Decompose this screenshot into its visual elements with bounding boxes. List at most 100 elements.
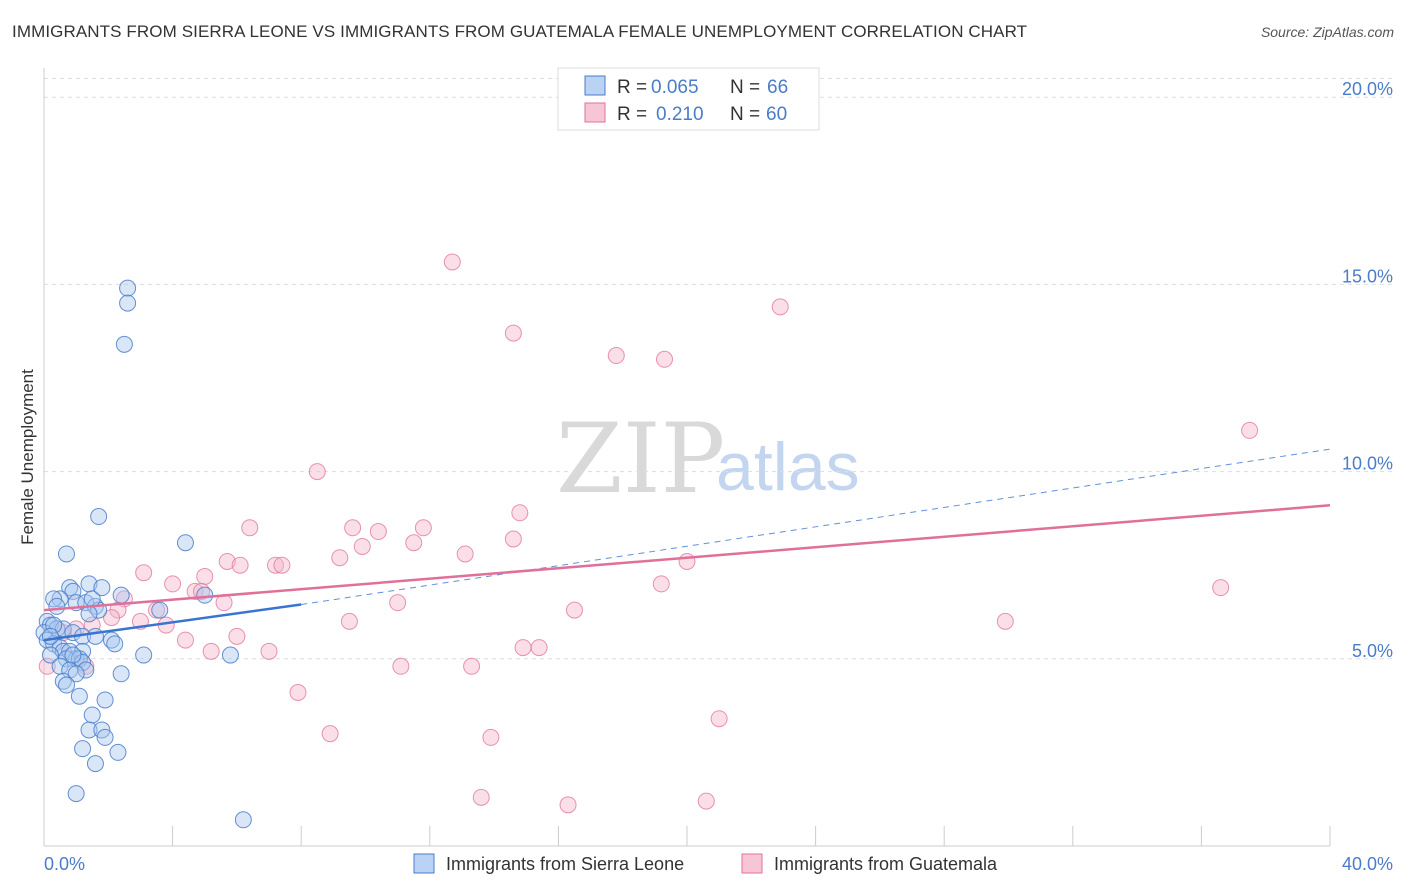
series-sierra-leone-points bbox=[35, 279, 252, 829]
point-guatemala bbox=[456, 545, 474, 563]
point-guatemala bbox=[273, 556, 291, 574]
point-guatemala bbox=[164, 575, 182, 593]
point-guatemala bbox=[996, 612, 1014, 630]
stats-legend: R = 0.065 N = 66 R = 0.210 N = 60 bbox=[557, 67, 820, 131]
point-sierra-leone bbox=[74, 740, 92, 758]
point-guatemala bbox=[511, 504, 529, 522]
point-sierra-leone bbox=[112, 665, 130, 683]
point-sierra-leone bbox=[67, 665, 85, 683]
point-sierra-leone bbox=[119, 279, 137, 297]
point-guatemala bbox=[321, 725, 339, 743]
watermark-zip: ZIP bbox=[556, 403, 725, 515]
point-sierra-leone bbox=[221, 646, 239, 664]
point-sierra-leone bbox=[176, 534, 194, 552]
y-tick-label-20: 20.0% bbox=[1342, 79, 1393, 99]
series-legend: Immigrants from Sierra Leone Immigrants … bbox=[413, 853, 998, 874]
point-sierra-leone bbox=[93, 579, 111, 597]
point-sierra-leone bbox=[80, 721, 98, 739]
series-guatemala-points bbox=[38, 253, 1259, 814]
point-sierra-leone bbox=[115, 335, 133, 353]
point-sierra-leone bbox=[96, 728, 114, 746]
point-guatemala bbox=[1212, 579, 1230, 597]
y-tick-label-5: 5.0% bbox=[1352, 641, 1393, 661]
point-guatemala bbox=[652, 575, 670, 593]
point-guatemala bbox=[472, 788, 490, 806]
point-guatemala bbox=[38, 657, 56, 675]
point-guatemala bbox=[771, 298, 789, 316]
point-sierra-leone bbox=[64, 646, 82, 664]
point-guatemala bbox=[392, 657, 410, 675]
point-guatemala bbox=[228, 627, 246, 645]
gridlines bbox=[44, 78, 1393, 660]
bottom-legend-label-guatemala: Immigrants from Guatemala bbox=[774, 854, 998, 874]
point-sierra-leone bbox=[70, 687, 88, 705]
point-sierra-leone bbox=[67, 785, 85, 803]
point-guatemala bbox=[308, 463, 326, 481]
point-sierra-leone bbox=[151, 601, 169, 619]
point-sierra-leone bbox=[83, 706, 101, 724]
point-guatemala bbox=[607, 347, 625, 365]
point-guatemala bbox=[186, 582, 204, 600]
point-sierra-leone bbox=[64, 582, 82, 600]
chart-title: IMMIGRANTS FROM SIERRA LEONE VS IMMIGRAN… bbox=[12, 22, 1028, 41]
watermark: ZIP atlas bbox=[556, 403, 860, 515]
legend-n-value-2: 60 bbox=[766, 104, 787, 125]
bottom-legend-label-sierra-leone: Immigrants from Sierra Leone bbox=[446, 854, 684, 874]
point-guatemala bbox=[369, 523, 387, 541]
source-label: Source: ZipAtlas.com bbox=[1260, 24, 1394, 40]
point-sierra-leone bbox=[196, 586, 214, 604]
point-sierra-leone bbox=[48, 597, 66, 615]
point-guatemala bbox=[482, 728, 500, 746]
point-guatemala bbox=[504, 324, 522, 342]
point-sierra-leone bbox=[119, 294, 137, 312]
point-guatemala bbox=[710, 710, 728, 728]
trend-line-sierra-leone-extension bbox=[301, 448, 1331, 606]
point-guatemala bbox=[176, 631, 194, 649]
point-sierra-leone bbox=[234, 811, 252, 829]
point-sierra-leone bbox=[58, 676, 76, 694]
point-guatemala bbox=[266, 556, 284, 574]
trend-lines bbox=[43, 448, 1331, 642]
trend-line-sierra-leone bbox=[43, 603, 302, 642]
point-sierra-leone bbox=[77, 661, 95, 679]
y-axis-label: Female Unemployment bbox=[18, 369, 37, 545]
point-sierra-leone bbox=[135, 646, 153, 664]
point-guatemala bbox=[697, 792, 715, 810]
point-guatemala bbox=[443, 253, 461, 271]
point-sierra-leone bbox=[41, 627, 59, 645]
point-sierra-leone bbox=[106, 635, 124, 653]
point-guatemala bbox=[231, 556, 249, 574]
bottom-legend-swatch-sierra-leone bbox=[413, 853, 435, 874]
trend-line-guatemala bbox=[43, 504, 1331, 612]
y-tick-label-10: 10.0% bbox=[1342, 454, 1393, 474]
point-sierra-leone bbox=[80, 605, 98, 623]
point-guatemala bbox=[559, 796, 577, 814]
point-guatemala bbox=[218, 552, 236, 570]
point-guatemala bbox=[344, 519, 362, 537]
point-guatemala bbox=[331, 549, 349, 567]
point-guatemala bbox=[530, 639, 548, 657]
point-sierra-leone bbox=[86, 627, 104, 645]
point-guatemala bbox=[463, 657, 481, 675]
legend-r-value-2: 0.210 bbox=[656, 104, 704, 125]
x-axis-ticks bbox=[43, 826, 1331, 846]
legend-n-value-1: 66 bbox=[767, 77, 788, 98]
point-guatemala bbox=[289, 684, 307, 701]
bottom-legend-swatch-guatemala bbox=[741, 853, 763, 874]
point-sierra-leone bbox=[112, 586, 130, 604]
y-tick-labels: 5.0% 10.0% 15.0% 20.0% bbox=[1342, 79, 1393, 661]
point-sierra-leone bbox=[86, 755, 104, 773]
point-sierra-leone bbox=[96, 691, 114, 709]
point-guatemala bbox=[196, 567, 214, 585]
point-guatemala bbox=[414, 519, 432, 537]
point-guatemala bbox=[202, 642, 220, 660]
legend-n-label-2: N = bbox=[730, 104, 760, 125]
x-tick-label-max: 40.0% bbox=[1342, 854, 1393, 874]
x-tick-label-min: 0.0% bbox=[44, 854, 85, 874]
y-tick-label-15: 15.0% bbox=[1342, 266, 1393, 286]
legend-r-value-1: 0.065 bbox=[651, 77, 699, 98]
point-guatemala bbox=[514, 639, 532, 657]
point-guatemala bbox=[389, 594, 407, 612]
point-sierra-leone bbox=[45, 616, 63, 634]
